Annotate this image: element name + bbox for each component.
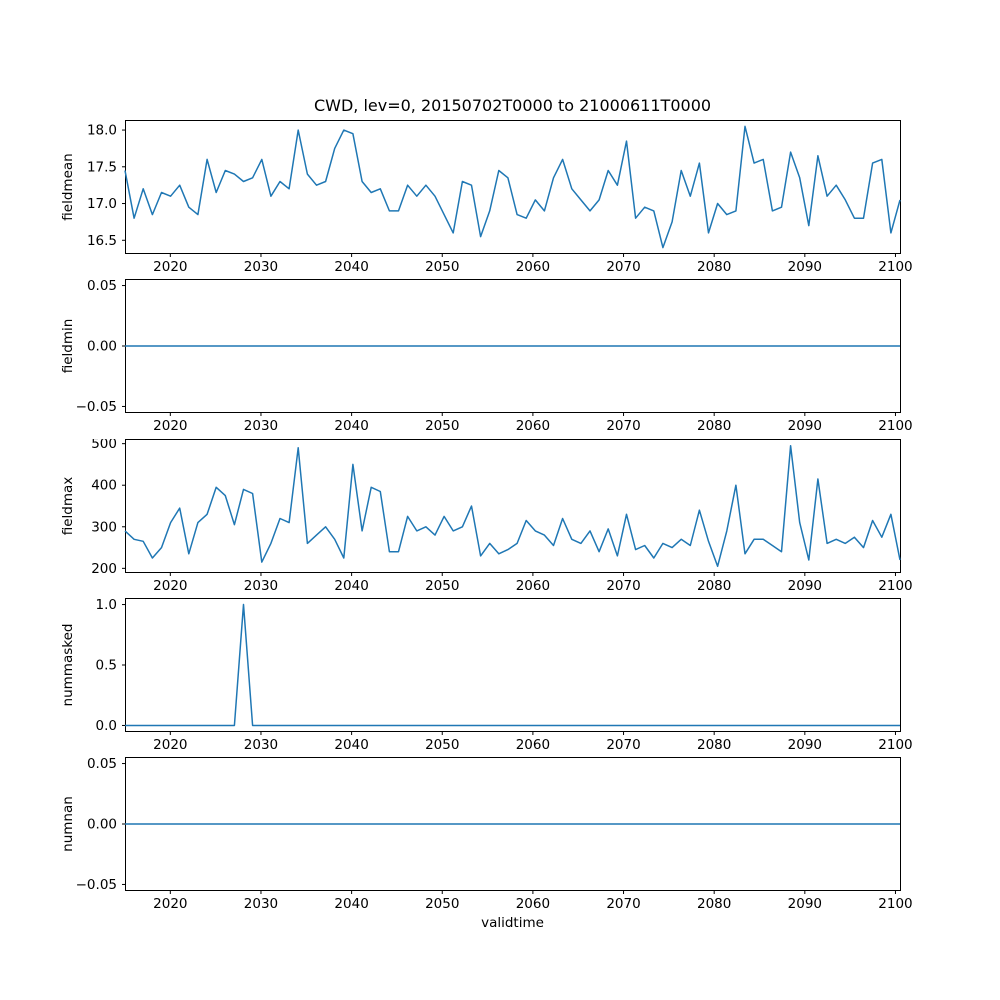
x-tick-label: 2100 <box>878 578 912 594</box>
x-tick-label: 2090 <box>788 259 822 275</box>
y-tick-label: 0.0 <box>96 718 117 734</box>
x-tick-label: 2050 <box>425 896 459 912</box>
x-tick-label: 2050 <box>425 259 459 275</box>
plot-svg-fieldmean: 16.5 17.0 17.5 18.0 2020 2030 2040 2050 2060 2070… <box>60 120 913 275</box>
x-tick-label: 2060 <box>516 259 550 275</box>
x-axis-label: validtime <box>481 915 544 931</box>
y-axis-title: fieldmax <box>60 477 76 536</box>
x-tick-label: 2100 <box>878 418 912 434</box>
x-tick-label: 2080 <box>697 259 731 275</box>
y-tick-label: 0.5 <box>96 658 117 674</box>
x-tick-label: 2040 <box>334 578 368 594</box>
data-line-fieldmax <box>124 444 901 568</box>
x-tick-label: 2050 <box>425 418 459 434</box>
y-axis-title: numnan <box>60 796 76 852</box>
subplot-fieldmean: 16.5 17.0 17.5 18.0 2020 2030 2040 2050 2060 2070… <box>0 120 1000 280</box>
x-tick-label: 2100 <box>878 737 912 753</box>
x-tick-label: 2040 <box>334 259 368 275</box>
subplot-fieldmax: 200 300 400 500 2020 2030 2040 2050 2060 2070 2080… <box>0 436 1000 599</box>
chart-title: CWD, lev=0, 20150702T0000 to 21000611T00… <box>313 96 712 115</box>
x-tick-label: 2020 <box>153 896 187 912</box>
x-tick-label: 2030 <box>244 259 278 275</box>
plot-svg-numnan: −0.05 0.00 0.05 2020 2030 2040 2050 2060 2070 208… <box>60 756 913 912</box>
x-tick-label: 2080 <box>697 418 731 434</box>
y-tick-label: 0.05 <box>87 757 117 772</box>
y-tick-label: 1.0 <box>96 598 117 613</box>
y-tick-label: 500 <box>91 439 117 452</box>
x-tick-label: 2100 <box>878 259 912 275</box>
x-tick-label: 2020 <box>153 737 187 753</box>
x-tick-label: 2060 <box>516 418 550 434</box>
y-tick-label: 200 <box>91 561 117 577</box>
x-tick-label: 2100 <box>878 896 912 912</box>
x-tick-label: 2030 <box>244 418 278 434</box>
y-tick-label: 0.00 <box>87 817 117 833</box>
x-tick-label: 2070 <box>606 578 640 594</box>
x-tick-label: 2090 <box>788 578 822 594</box>
y-tick-label: 16.5 <box>87 233 117 249</box>
y-tick-label: 0.00 <box>87 339 117 355</box>
x-tick-label: 2020 <box>153 418 187 434</box>
x-tick-label: 2080 <box>697 737 731 753</box>
x-tick-label: 2050 <box>425 737 459 753</box>
x-tick-label: 2070 <box>606 896 640 912</box>
subplot-numnan: −0.05 0.00 0.05 2020 2030 2040 2050 2060 2070 208… <box>0 756 1000 917</box>
y-tick-label: −0.05 <box>76 399 117 415</box>
x-tick-label: 2070 <box>606 418 640 434</box>
x-tick-label: 2070 <box>606 259 640 275</box>
x-tick-label: 2020 <box>153 259 187 275</box>
y-axis-title: fieldmean <box>60 153 76 220</box>
axes-frame <box>125 120 901 254</box>
plot-svg-fieldmin: −0.05 0.00 0.05 2020 2030 2040 2050 2060 2070 208… <box>60 278 913 434</box>
data-line-fieldmean <box>124 125 901 249</box>
x-tick-label: 2030 <box>244 737 278 753</box>
axes-frame <box>125 439 901 573</box>
x-tick-label: 2060 <box>516 737 550 753</box>
y-tick-label: 300 <box>91 519 117 535</box>
x-tick-label: 2090 <box>788 418 822 434</box>
y-tick-label: −0.05 <box>76 877 117 893</box>
x-tick-label: 2040 <box>334 737 368 753</box>
x-tick-label: 2070 <box>606 737 640 753</box>
x-tick-label: 2090 <box>788 737 822 753</box>
x-tick-label: 2030 <box>244 896 278 912</box>
x-tick-label: 2060 <box>516 578 550 594</box>
data-line-nummasked <box>125 603 900 727</box>
y-tick-label: 17.0 <box>87 196 117 212</box>
plot-svg-nummasked: 0.0 0.5 1.0 2020 2030 2040 2050 2060 2070 2080 209… <box>60 597 913 753</box>
y-tick-label: 18.0 <box>87 123 117 139</box>
y-tick-label: 17.5 <box>87 159 117 175</box>
x-tick-label: 2090 <box>788 896 822 912</box>
plot-svg-fieldmax: 200 300 400 500 2020 2030 2040 2050 2060 2070 2080… <box>60 436 913 594</box>
x-tick-label: 2060 <box>516 896 550 912</box>
y-tick-label: 0.05 <box>87 279 117 294</box>
x-tick-label: 2020 <box>153 578 187 594</box>
y-tick-label: 400 <box>91 478 117 494</box>
x-tick-label: 2040 <box>334 418 368 434</box>
x-tick-label: 2080 <box>697 896 731 912</box>
subplot-fieldmin: −0.05 0.00 0.05 2020 2030 2040 2050 2060 2070 208… <box>0 278 1000 439</box>
x-tick-label: 2040 <box>334 896 368 912</box>
y-axis-title: fieldmin <box>60 319 76 374</box>
x-tick-label: 2050 <box>425 578 459 594</box>
x-tick-label: 2080 <box>697 578 731 594</box>
y-axis-title: nummasked <box>60 624 76 707</box>
x-tick-label: 2030 <box>244 578 278 594</box>
subplot-nummasked: 0.0 0.5 1.0 2020 2030 2040 2050 2060 2070 2080 209… <box>0 597 1000 758</box>
